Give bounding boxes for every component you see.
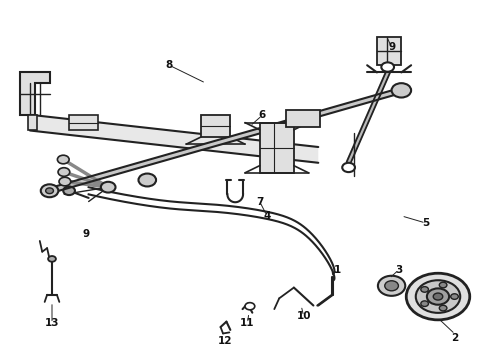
Circle shape bbox=[63, 186, 75, 195]
Text: 6: 6 bbox=[259, 111, 266, 121]
Circle shape bbox=[392, 83, 411, 98]
Circle shape bbox=[101, 182, 116, 193]
Circle shape bbox=[440, 305, 447, 311]
Text: 10: 10 bbox=[296, 311, 311, 321]
Polygon shape bbox=[377, 37, 401, 65]
Circle shape bbox=[59, 177, 71, 186]
Text: 2: 2 bbox=[451, 333, 459, 343]
Circle shape bbox=[451, 294, 458, 300]
Circle shape bbox=[245, 303, 255, 310]
Circle shape bbox=[342, 163, 355, 172]
Circle shape bbox=[58, 168, 70, 176]
Circle shape bbox=[416, 280, 460, 313]
Text: 8: 8 bbox=[166, 60, 173, 70]
Circle shape bbox=[41, 184, 58, 197]
Polygon shape bbox=[260, 123, 294, 173]
Circle shape bbox=[421, 287, 428, 292]
Circle shape bbox=[427, 288, 449, 305]
Text: 13: 13 bbox=[45, 319, 59, 328]
Circle shape bbox=[433, 293, 443, 300]
Circle shape bbox=[406, 273, 470, 320]
Circle shape bbox=[46, 188, 53, 194]
Polygon shape bbox=[30, 115, 318, 163]
Circle shape bbox=[48, 256, 56, 262]
Polygon shape bbox=[69, 116, 98, 130]
Text: 7: 7 bbox=[256, 197, 263, 207]
Text: 11: 11 bbox=[240, 319, 255, 328]
Polygon shape bbox=[20, 72, 49, 116]
Circle shape bbox=[385, 281, 398, 291]
Circle shape bbox=[421, 301, 428, 306]
Polygon shape bbox=[201, 116, 230, 137]
Text: 5: 5 bbox=[422, 218, 429, 228]
Polygon shape bbox=[49, 88, 401, 193]
Circle shape bbox=[378, 276, 405, 296]
Circle shape bbox=[139, 174, 156, 186]
Polygon shape bbox=[286, 110, 320, 127]
Circle shape bbox=[440, 282, 447, 288]
Text: 3: 3 bbox=[395, 265, 403, 275]
Circle shape bbox=[381, 62, 394, 72]
Text: 12: 12 bbox=[218, 336, 233, 346]
Text: 1: 1 bbox=[334, 265, 342, 275]
Polygon shape bbox=[27, 116, 37, 130]
Text: 4: 4 bbox=[263, 211, 270, 221]
Text: 9: 9 bbox=[388, 42, 395, 52]
Text: 9: 9 bbox=[83, 229, 90, 239]
Circle shape bbox=[57, 155, 69, 164]
